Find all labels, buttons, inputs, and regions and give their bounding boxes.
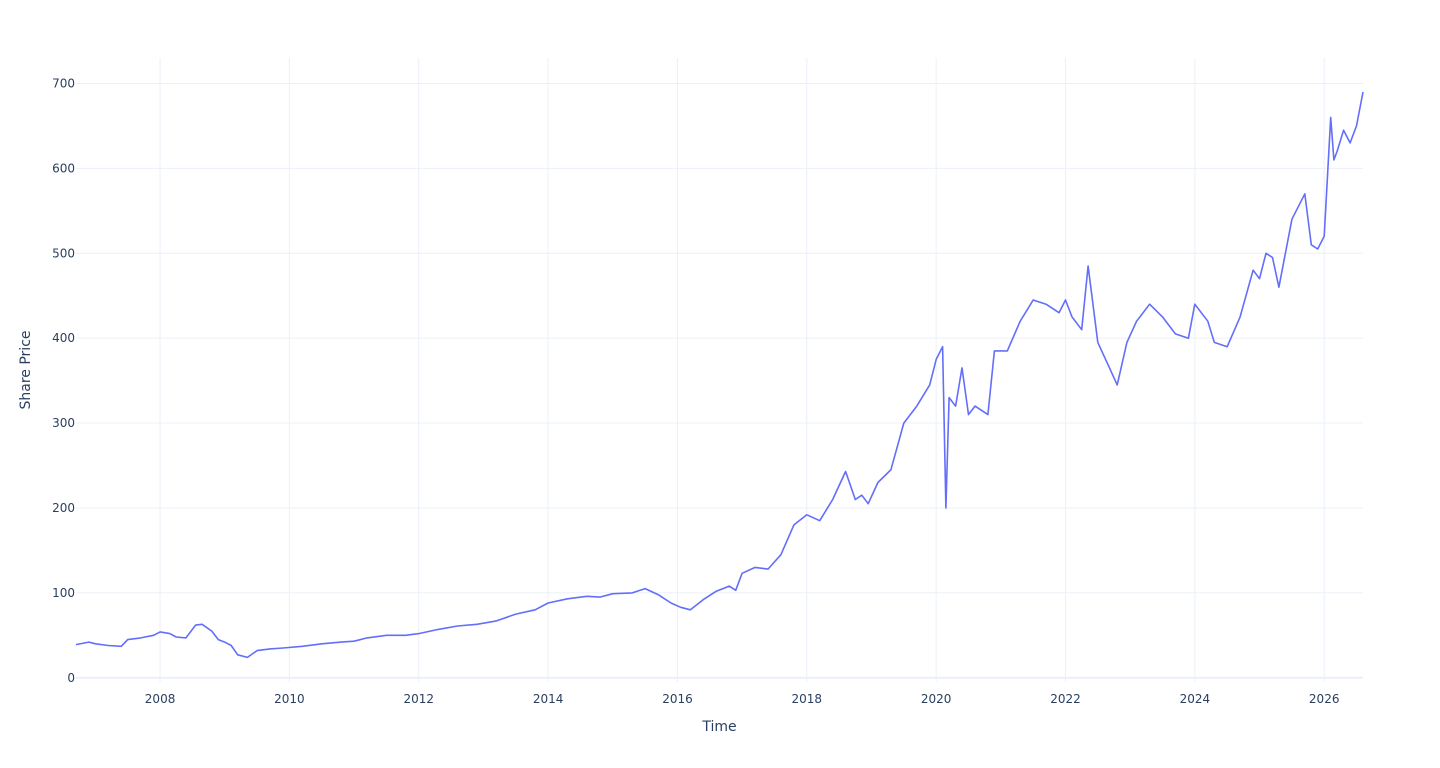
y-tick-label: 200	[52, 501, 75, 515]
share-price-line	[75, 91, 1364, 659]
x-tick-label: 2020	[921, 692, 952, 706]
y-tick-label: 600	[52, 161, 75, 175]
x-axis-title: Time	[701, 719, 736, 735]
x-tick-label: 2014	[533, 692, 564, 706]
x-tick-label: 2010	[274, 692, 305, 706]
y-tick-label: 0	[67, 671, 75, 685]
y-tick-label: 300	[52, 416, 75, 430]
gridlines	[76, 58, 1363, 682]
x-tick-label: 2016	[662, 692, 693, 706]
x-tick-label: 2024	[1180, 692, 1211, 706]
x-tick-label: 2022	[1050, 692, 1081, 706]
x-tick-label: 2008	[145, 692, 176, 706]
y-tick-label: 700	[52, 76, 75, 90]
x-tick-label: 2018	[792, 692, 823, 706]
y-tick-label: 100	[52, 586, 75, 600]
y-tick-label: 500	[52, 246, 75, 260]
y-axis-ticks: 0 100 200 300 400 500 600 700	[52, 76, 75, 684]
x-axis-ticks: 2008 2010 2012 2014 2016 2018 2020 2022 2024 2026	[145, 692, 1340, 706]
y-tick-label: 400	[52, 331, 75, 345]
x-tick-label: 2012	[403, 692, 434, 706]
y-axis-title: Share Price	[18, 330, 34, 409]
x-tick-label: 2026	[1309, 692, 1340, 706]
series-layer	[75, 91, 1364, 659]
